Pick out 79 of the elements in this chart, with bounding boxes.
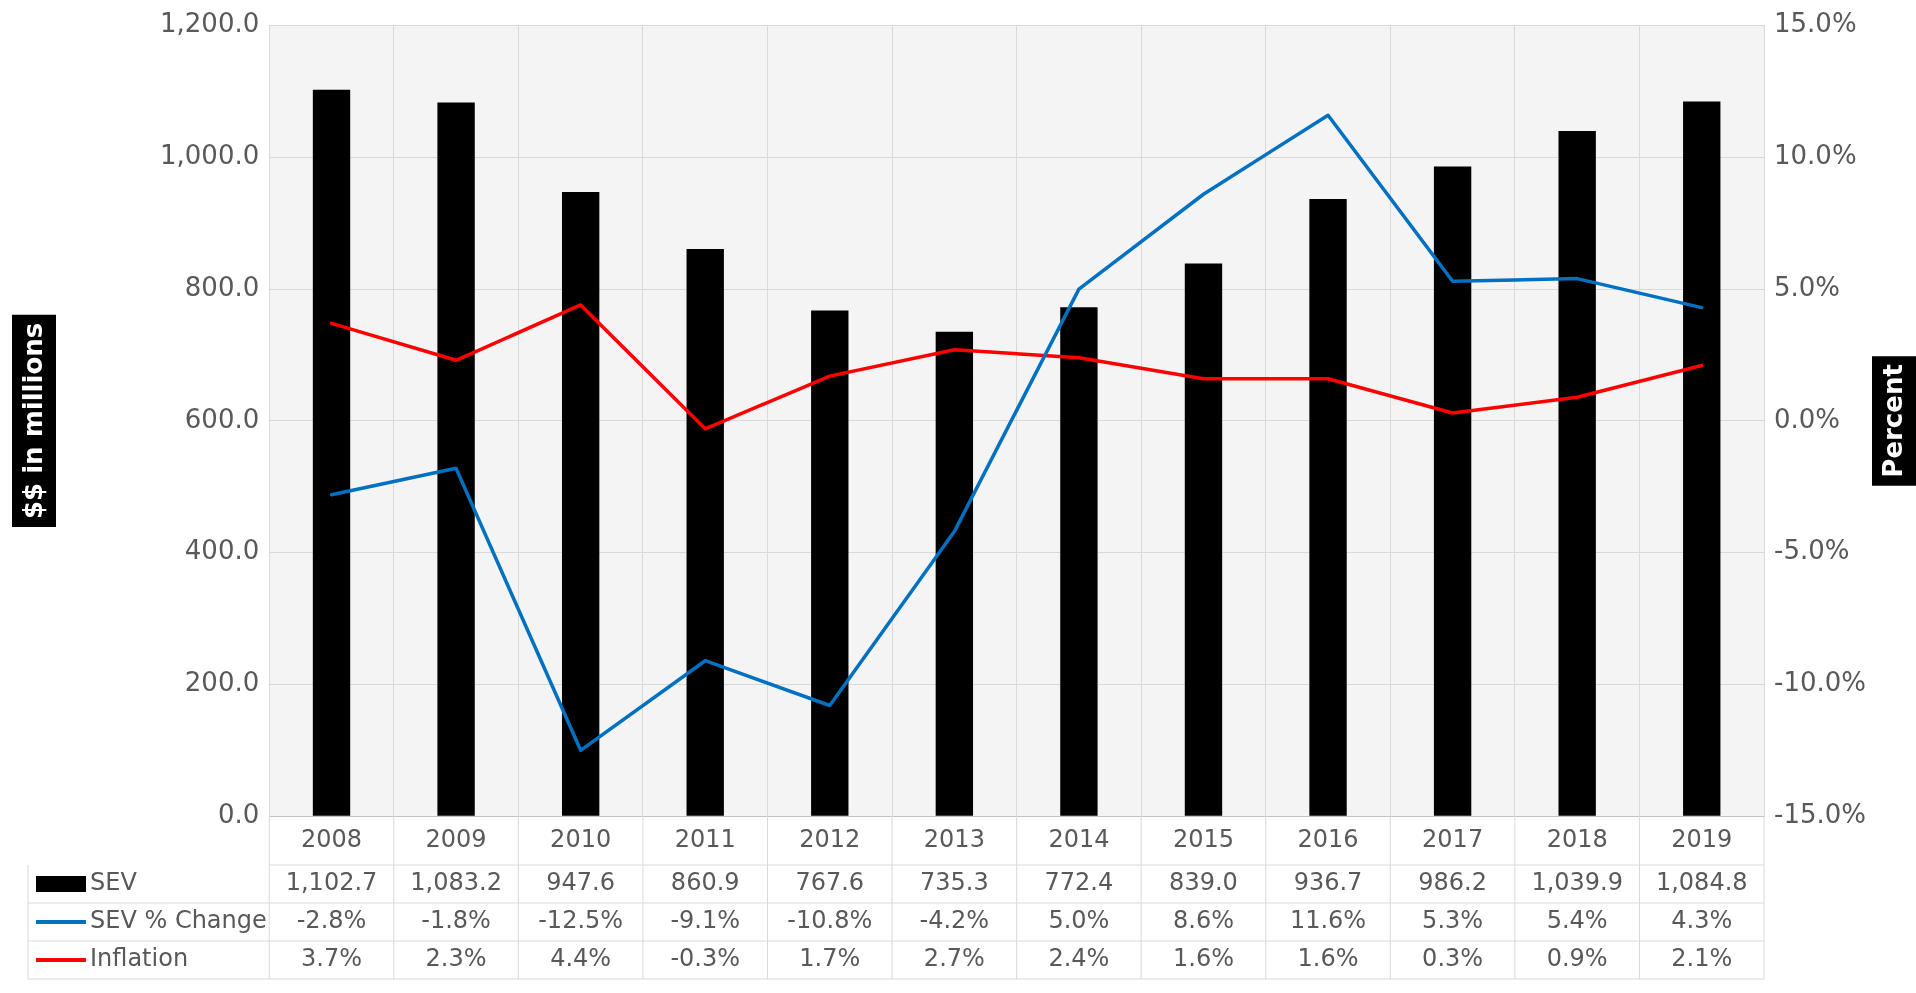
y-tick-label: 600.0 [184,403,260,434]
data-label: 986.2 [1418,868,1487,897]
data-label: 1.6% [1297,944,1359,973]
data-label: 839.0 [1169,868,1238,897]
y2-tick-label: -15.0% [1774,798,1867,829]
bar [1558,131,1596,816]
data-label: -1.8% [421,906,491,935]
data-label: 0.3% [1422,944,1484,973]
legend-label: SEV [90,868,138,897]
data-label: 5.4% [1546,906,1608,935]
data-label: 1.7% [799,944,861,973]
data-label: 4.3% [1671,906,1733,935]
data-label: -12.5% [538,906,624,935]
data-label: 860.9 [670,868,740,897]
data-label: 5.0% [1048,906,1110,935]
y-tick-label: 1,200.0 [159,8,260,39]
x-tick-label: 2014 [1048,824,1110,853]
data-label: 11.6% [1289,906,1367,935]
data-label: -10.8% [787,906,873,935]
y-tick-label: 0.0 [217,798,260,829]
bar [811,310,849,816]
data-label: 0.9% [1546,944,1608,973]
data-label: 767.6 [795,868,865,897]
x-tick-label: 2012 [799,824,861,853]
data-label: 4.4% [550,944,612,973]
x-tick-label: 2013 [923,824,985,853]
data-label: -4.2% [919,906,990,935]
y2-tick-label: -5.0% [1774,535,1850,566]
x-tick-label: 2009 [425,824,487,853]
data-label: -2.8% [296,906,367,935]
bar [1433,166,1472,816]
data-label: 1.6% [1172,944,1234,973]
data-label: 2.7% [923,944,985,973]
legend-label: Inflation [90,944,189,973]
bar [1184,263,1223,816]
data-label: 1,083.2 [410,868,502,897]
y-tick-label: 200.0 [184,667,260,698]
x-tick-label: 2018 [1546,824,1608,853]
x-tick-label: 2008 [300,824,363,853]
x-tick-label: 2015 [1172,824,1235,853]
data-label: -9.1% [670,906,741,935]
bar [1683,101,1721,816]
data-label: 1,102.7 [285,868,378,897]
data-label: 2.4% [1048,944,1110,973]
data-label: 735.3 [919,868,989,897]
data-label: 1,084.8 [1655,868,1748,897]
data-label: 5.3% [1422,906,1484,935]
bar [561,191,600,816]
y-tick-label: 800.0 [184,271,260,302]
bar [935,331,974,816]
data-label: 1,039.9 [1531,868,1623,897]
y-tick-label: 400.0 [184,535,260,566]
data-label: -0.3% [670,944,741,973]
y2-tick-label: 5.0% [1774,271,1841,302]
y2-tick-label: -10.0% [1774,667,1867,698]
y2-tick-label: 10.0% [1774,140,1857,171]
y2-tick-label: 15.0% [1774,8,1857,39]
data-label: 2.3% [425,944,487,973]
y2-axis-title: Percent [1877,364,1908,478]
data-label: 8.6% [1172,906,1234,935]
bar [437,102,475,816]
x-tick-label: 2019 [1671,824,1733,853]
y2-tick-label: 0.0% [1774,403,1841,434]
bar [686,249,724,816]
data-label: 936.7 [1293,868,1363,897]
data-label: 3.7% [301,944,363,973]
bar [1309,199,1347,816]
y-tick-label: 1,000.0 [159,140,260,171]
x-tick-label: 2010 [550,824,612,853]
x-tick-label: 2016 [1297,824,1359,853]
x-tick-label: 2017 [1422,824,1484,853]
x-tick-label: 2011 [674,824,736,853]
bar [312,89,351,816]
legend-label: SEV % Change [90,906,267,935]
data-label: 772.4 [1044,868,1114,897]
bar [1060,307,1098,816]
data-label: 947.6 [546,868,616,897]
data-label: 2.1% [1671,944,1733,973]
y-axis-title: $$ in millions [17,322,48,520]
